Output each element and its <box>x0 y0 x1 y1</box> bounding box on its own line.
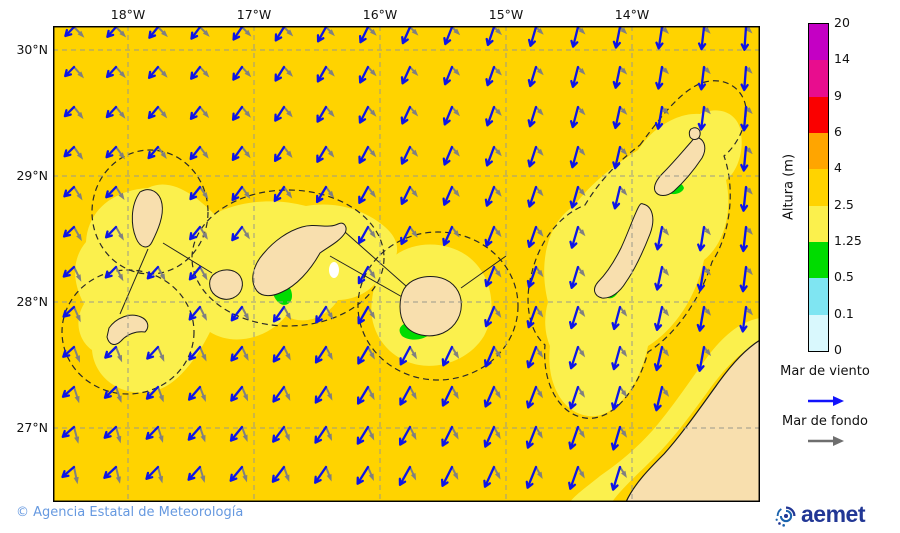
copyright-attribution: © Agencia Estatal de Meteorología <box>16 505 244 520</box>
colorbar-level-label: 0.1 <box>834 305 854 321</box>
colorbar-level-label: 2.5 <box>834 196 854 212</box>
colorbar-segment <box>809 169 828 206</box>
colorbar-segment <box>809 205 828 242</box>
island-fuerteventura <box>594 203 654 299</box>
zone-boundary-tenerife-gomera <box>191 189 385 327</box>
legend-swell-label: Mar de fondo <box>781 414 869 429</box>
zone-divider-grancanaria-ne <box>460 255 507 289</box>
island-la-gomera <box>209 269 243 300</box>
map-border <box>53 26 760 502</box>
lat-lon-gridlines <box>53 26 760 502</box>
colorbar-level-label: 14 <box>834 51 850 67</box>
colorbar-segment <box>809 60 828 97</box>
lon-tick-label: 17°W <box>236 7 272 22</box>
island-lanzarote <box>654 136 706 196</box>
lon-tick-label: 14°W <box>614 7 650 22</box>
colorbar-level-label: 1.25 <box>834 233 862 248</box>
zone-boundary-gran-canaria <box>357 231 519 381</box>
lat-tick-label: 30°N <box>16 42 48 57</box>
aemet-logo-icon <box>775 506 796 527</box>
zone-divider-tenerife-grancanaria-n <box>344 231 407 287</box>
colorbar-segment <box>809 278 828 315</box>
wave-zone-african-coast <box>570 318 760 502</box>
wind-sea-arrow-icon <box>808 396 844 406</box>
zone-divider-palma-gomera <box>162 242 213 274</box>
wave-height-colorbar <box>808 23 829 352</box>
colorbar-segment <box>809 24 828 61</box>
island-el-hierro <box>106 314 149 345</box>
africa-land <box>626 340 760 502</box>
canary-islands-wave-map <box>53 26 760 502</box>
swell-arrow-icon <box>808 436 844 446</box>
colorbar-level-label: 9 <box>834 87 842 103</box>
zone-boundary-eastern <box>527 80 747 419</box>
colorbar-segment <box>809 96 828 133</box>
lat-tick-label: 29°N <box>16 168 48 183</box>
africa-coastline <box>625 339 760 502</box>
lon-tick-label: 15°W <box>488 7 524 22</box>
island-la-graciosa <box>688 127 701 140</box>
colorbar-segment <box>809 132 828 170</box>
zone-divider-tenerife-grancanaria-s <box>329 255 405 299</box>
colorbar-level-label: 0.5 <box>834 269 854 285</box>
lat-tick-label: 28°N <box>16 294 48 309</box>
calm-patch-channel <box>329 262 339 278</box>
colorbar-level-label: 4 <box>834 160 842 176</box>
legend-wind-sea-label: Mar de viento <box>780 364 870 379</box>
lon-tick-label: 16°W <box>362 7 398 22</box>
island-gran-canaria <box>399 276 462 337</box>
colorbar-level-label: 20 <box>834 15 850 30</box>
wind-and-swell-arrows <box>61 26 753 491</box>
colorbar-level-label: 0 <box>834 342 842 357</box>
aemet-logo-text: aemet <box>801 501 865 527</box>
colorbar-level-label: 6 <box>834 124 842 139</box>
lat-tick-label: 27°N <box>16 420 48 435</box>
colorbar-segment <box>809 314 828 351</box>
wave-zone-eastern-islands <box>544 110 742 417</box>
lon-tick-label: 18°W <box>110 7 146 22</box>
island-la-palma <box>131 189 163 248</box>
zone-divider-palma-hierro <box>119 248 149 315</box>
colorbar-segment <box>809 241 828 279</box>
colorbar-axis-title: Altura (m) <box>781 153 797 221</box>
island-tenerife <box>252 222 347 297</box>
